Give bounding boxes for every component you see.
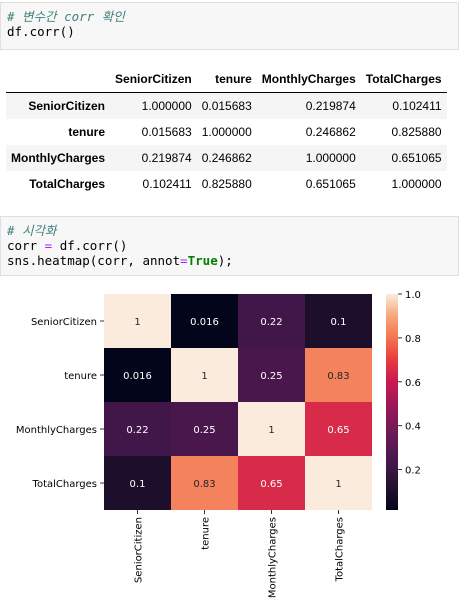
table-cell: 0.015683 [201, 99, 252, 113]
table-row: MonthlyCharges 0.219874 0.246862 1.00000… [6, 145, 447, 171]
table-cell: 1.000000 [391, 177, 442, 191]
code-comment: # 변수간 corr 확인 [7, 9, 125, 24]
table-row: SeniorCitizen 1.000000 0.015683 0.219874… [6, 92, 447, 119]
heatmap-cell [104, 348, 171, 402]
code-token: df.corr() [52, 238, 128, 253]
table-cell: 0.651065 [391, 151, 442, 165]
heatmap-annotation: 0.25 [193, 425, 215, 436]
heatmap-annotation: 1 [268, 425, 274, 436]
column-header: TotalCharges [360, 66, 447, 93]
heatmap-cell [305, 402, 372, 456]
y-tick-label: tenure [64, 371, 97, 382]
heatmap-cell [238, 402, 305, 456]
colorbar-tick-label: 0.4 [405, 422, 421, 433]
x-tick-label: SeniorCitizen [134, 517, 145, 583]
heatmap-annotation: 0.65 [327, 425, 349, 436]
heatmap-cell [104, 402, 171, 456]
heatmap-cell [171, 402, 238, 456]
heatmap-cell [171, 348, 238, 402]
heatmap-annotation: 0.65 [260, 479, 282, 490]
table-row: TotalCharges 0.102411 0.825880 0.651065 … [6, 171, 447, 197]
colorbar-tick-label: 1.0 [405, 290, 421, 301]
heatmap-annotation: 0.25 [260, 371, 282, 382]
dataframe-output: SeniorCitizen tenure MonthlyCharges Tota… [6, 66, 447, 197]
table-cell: 1.000000 [201, 125, 252, 139]
code-line-heatmap: sns.heatmap(corr, annot=True); [7, 253, 233, 268]
heatmap-cell [305, 294, 372, 348]
heatmap-cell [171, 456, 238, 510]
x-tick-label: MonthlyCharges [268, 517, 279, 598]
table-cell: 0.651065 [305, 177, 356, 191]
y-tick-label: TotalCharges [32, 479, 97, 490]
heatmap-annotation: 1 [134, 317, 140, 328]
heatmap-cell [305, 348, 372, 402]
code-keyword: True [187, 253, 218, 268]
table-cell: 1.000000 [305, 151, 356, 165]
code-token: corr [7, 238, 45, 253]
heatmap-annotation: 0.22 [260, 317, 282, 328]
heatmap-annotation: 0.016 [123, 371, 152, 382]
code-editor-1[interactable]: # 변수간 corr 확인 df.corr() [7, 9, 125, 39]
colorbar-tick-label: 0.6 [405, 378, 421, 389]
code-token: sns.heatmap(corr, annot [7, 253, 181, 268]
code-cell-2[interactable]: # 시각화 corr = df.corr() sns.heatmap(corr,… [0, 216, 459, 276]
table-header-row: SeniorCitizen tenure MonthlyCharges Tota… [6, 66, 447, 93]
x-tick-label: tenure [201, 517, 212, 550]
heatmap-annotation: 0.83 [327, 371, 349, 382]
table-cell: 0.219874 [305, 99, 356, 113]
heatmap-annotation: 0.83 [193, 479, 215, 490]
heatmap-cell [104, 294, 171, 348]
table-cell: 0.246862 [201, 151, 252, 165]
colorbar [386, 294, 398, 510]
table-cell: 0.102411 [392, 99, 442, 113]
table-cell: 0.246862 [305, 125, 356, 139]
heatmap-annotation: 0.1 [331, 317, 347, 328]
heatmap-annotation: 1 [201, 371, 207, 382]
table-row: tenure 0.015683 1.000000 0.246862 0.8258… [6, 119, 447, 145]
row-header: MonthlyCharges [11, 151, 106, 165]
heatmap-cell [238, 294, 305, 348]
table-corner-cell [6, 66, 111, 93]
y-tick-label: SeniorCitizen [31, 317, 97, 328]
code-operator: = [44, 238, 53, 253]
code-editor-2[interactable]: # 시각화 corr = df.corr() sns.heatmap(corr,… [7, 223, 233, 268]
row-header: SeniorCitizen [28, 99, 106, 113]
column-header: MonthlyCharges [256, 66, 361, 93]
table-cell: 0.102411 [142, 177, 192, 191]
heatmap-annotation: 0.016 [190, 317, 219, 328]
table-cell: 0.825880 [391, 125, 442, 139]
row-header: TotalCharges [29, 177, 106, 191]
heatmap-annotation: 0.1 [130, 479, 146, 490]
table-cell: 1.000000 [141, 99, 192, 113]
code-line: df.corr() [7, 24, 75, 39]
heatmap-cell [238, 456, 305, 510]
code-comment: # 시각화 [7, 223, 57, 238]
row-header: tenure [68, 125, 106, 139]
y-tick-label: MonthlyCharges [16, 425, 97, 436]
table-cell: 0.825880 [201, 177, 252, 191]
heatmap-cell [171, 294, 238, 348]
code-token: ); [217, 253, 233, 268]
colorbar-tick-label: 0.2 [405, 466, 421, 477]
colorbar-tick-label: 0.8 [405, 334, 421, 345]
table-cell: 0.015683 [141, 125, 192, 139]
column-header: tenure [196, 66, 257, 93]
code-cell-1[interactable]: # 변수간 corr 확인 df.corr() [0, 2, 459, 50]
heatmap-cell [238, 348, 305, 402]
column-header: SeniorCitizen [110, 66, 197, 93]
x-tick-label: TotalCharges [335, 517, 346, 582]
code-line-assign: corr = df.corr() [7, 238, 127, 253]
code-operator: = [180, 253, 188, 268]
heatmap-cell [305, 456, 372, 510]
correlation-heatmap: 1 0.016 0.22 0.1 0.016 1 0.25 0.83 0.22 0.25 1 0.65… [16, 290, 421, 598]
table-cell: 0.219874 [141, 151, 192, 165]
heatmap-cell [104, 456, 171, 510]
heatmap-annotation: 1 [335, 479, 341, 490]
heatmap-annotation: 0.22 [126, 425, 148, 436]
